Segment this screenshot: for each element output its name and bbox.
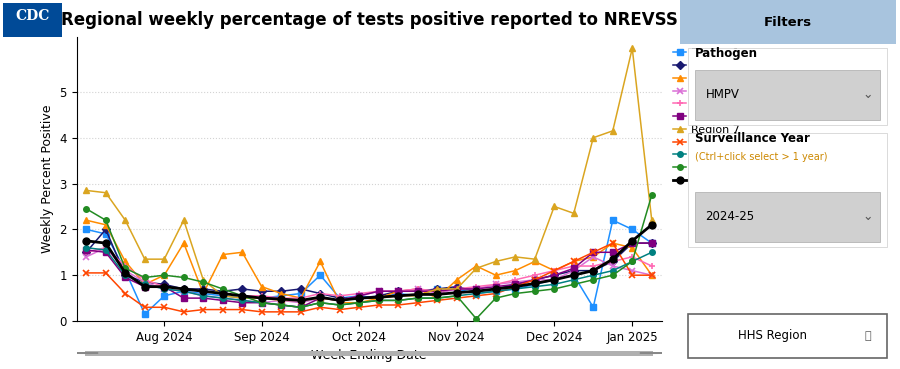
Text: ⓘ: ⓘ xyxy=(864,331,870,341)
Text: (Ctrl+click select > 1 year): (Ctrl+click select > 1 year) xyxy=(695,152,827,162)
Text: Centers for Disease
Control and Prevention: Centers for Disease Control and Preventi… xyxy=(10,41,55,50)
Bar xyxy=(680,0,896,44)
Bar xyxy=(688,314,886,358)
Bar xyxy=(695,70,880,120)
X-axis label: Week Ending Date: Week Ending Date xyxy=(311,349,427,362)
Legend: Region 1, Region 2, Region 3, Region 4, Region 5, Region 6, Region 7, Region 8, : Region 1, Region 2, Region 3, Region 4, … xyxy=(673,48,746,186)
Text: Regional weekly percentage of tests positive reported to NREVSS: Regional weekly percentage of tests posi… xyxy=(60,11,678,29)
Text: 2024-25: 2024-25 xyxy=(706,210,754,223)
Text: HMPV: HMPV xyxy=(706,88,739,101)
Bar xyxy=(688,48,886,125)
Bar xyxy=(695,192,880,242)
Text: CDC: CDC xyxy=(15,9,50,23)
Bar xyxy=(86,351,652,356)
Bar xyxy=(688,133,886,247)
Circle shape xyxy=(640,353,666,354)
Text: Pathogen: Pathogen xyxy=(695,47,758,60)
Circle shape xyxy=(72,353,98,354)
Text: HHS Region: HHS Region xyxy=(738,329,807,342)
Text: ⌄: ⌄ xyxy=(862,88,873,101)
Text: ⌄: ⌄ xyxy=(862,210,873,223)
Y-axis label: Weekly Percent Positive: Weekly Percent Positive xyxy=(40,105,54,253)
Text: Surveillance Year: Surveillance Year xyxy=(695,132,809,145)
Text: Filters: Filters xyxy=(763,15,812,29)
Bar xyxy=(4,3,61,37)
